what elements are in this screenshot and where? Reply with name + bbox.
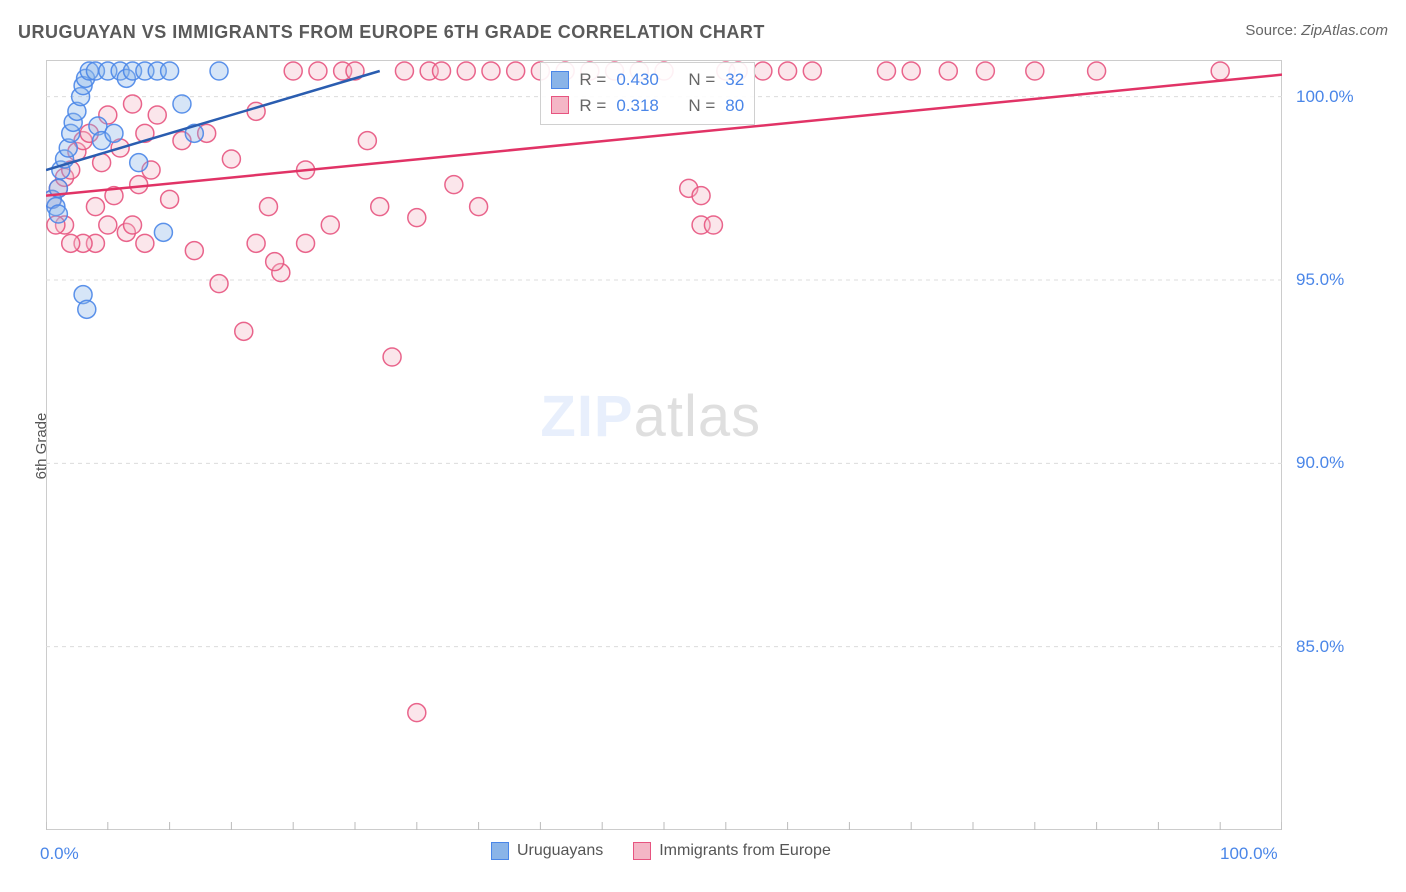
legend-n-value: 80 [725, 93, 744, 119]
legend-r-value: 0.430 [616, 67, 659, 93]
data-point [124, 95, 142, 113]
data-point [754, 62, 772, 80]
data-point [939, 62, 957, 80]
data-point [259, 198, 277, 216]
data-point [371, 198, 389, 216]
data-point [692, 187, 710, 205]
data-point [148, 106, 166, 124]
data-point [247, 234, 265, 252]
legend-swatch [633, 842, 651, 860]
source-label: Source: [1245, 22, 1297, 39]
data-point [154, 223, 172, 241]
data-point [222, 150, 240, 168]
legend-n-label: N = [688, 93, 715, 119]
data-point [136, 234, 154, 252]
legend-r-value: 0.318 [616, 93, 659, 119]
watermark-left: ZIP [540, 384, 633, 449]
legend-item: Uruguayans [491, 842, 603, 860]
source-value: ZipAtlas.com [1301, 22, 1388, 39]
data-point [976, 62, 994, 80]
data-point [161, 62, 179, 80]
data-point [49, 205, 67, 223]
y-tick-label: 95.0% [1296, 270, 1344, 290]
legend-stats: R = 0.430 N = 32 R = 0.318 N = 80 [540, 62, 755, 125]
data-point [124, 216, 142, 234]
data-point [99, 216, 117, 234]
data-point [130, 154, 148, 172]
legend-row: R = 0.318 N = 80 [551, 93, 744, 119]
data-point [297, 234, 315, 252]
data-point [358, 132, 376, 150]
legend-swatch [491, 842, 509, 860]
data-point [1088, 62, 1106, 80]
data-point [86, 198, 104, 216]
data-point [284, 62, 302, 80]
x-tick-label: 100.0% [1220, 844, 1342, 864]
data-point [445, 176, 463, 194]
data-point [408, 209, 426, 227]
data-point [1211, 62, 1229, 80]
data-point [1026, 62, 1044, 80]
data-point [62, 234, 80, 252]
watermark-right: atlas [634, 384, 762, 449]
data-point [470, 198, 488, 216]
y-tick-label: 100.0% [1296, 87, 1354, 107]
legend-r-label: R = [579, 93, 606, 119]
legend-label: Immigrants from Europe [659, 842, 831, 860]
data-point [173, 95, 191, 113]
data-point [78, 300, 96, 318]
data-point [210, 275, 228, 293]
data-point [877, 62, 895, 80]
data-point [779, 62, 797, 80]
legend-item: Immigrants from Europe [633, 842, 831, 860]
data-point [266, 253, 284, 271]
data-point [408, 704, 426, 722]
data-point [902, 62, 920, 80]
legend-r-label: R = [579, 67, 606, 93]
x-tick-label: 0.0% [40, 844, 79, 864]
data-point [105, 124, 123, 142]
data-point [321, 216, 339, 234]
legend-series: Uruguayans Immigrants from Europe [491, 842, 831, 860]
legend-swatch [551, 96, 569, 114]
data-point [235, 322, 253, 340]
data-point [185, 242, 203, 260]
y-tick-label: 90.0% [1296, 453, 1344, 473]
data-point [309, 62, 327, 80]
data-point [383, 348, 401, 366]
data-point [130, 176, 148, 194]
watermark: ZIPatlas [540, 383, 761, 450]
legend-label: Uruguayans [517, 842, 603, 860]
data-point [395, 62, 413, 80]
data-point [704, 216, 722, 234]
chart-title: URUGUAYAN VS IMMIGRANTS FROM EUROPE 6TH … [18, 22, 765, 43]
legend-n-value: 32 [725, 67, 744, 93]
legend-n-label: N = [688, 67, 715, 93]
legend-swatch [551, 71, 569, 89]
data-point [161, 190, 179, 208]
data-point [482, 62, 500, 80]
data-point [507, 62, 525, 80]
legend-row: R = 0.430 N = 32 [551, 67, 744, 93]
chart-source: Source: ZipAtlas.com [1245, 22, 1388, 39]
data-point [210, 62, 228, 80]
data-point [457, 62, 475, 80]
data-point [803, 62, 821, 80]
y-tick-label: 85.0% [1296, 637, 1344, 657]
data-point [433, 62, 451, 80]
